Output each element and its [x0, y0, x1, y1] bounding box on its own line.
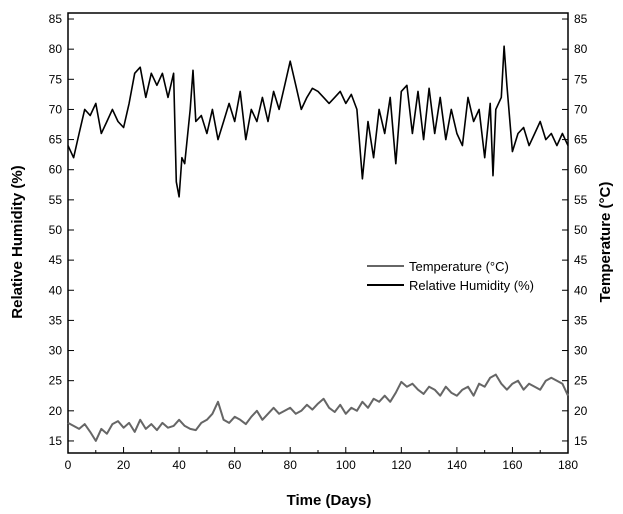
left-y-tick-label: 50	[49, 223, 63, 237]
left-y-tick-label: 80	[49, 42, 63, 56]
left-y-tick-label: 40	[49, 283, 63, 297]
right-y-tick-label: 15	[574, 434, 588, 448]
right-y-tick-label: 65	[574, 133, 588, 147]
right-y-tick-label: 70	[574, 102, 588, 116]
left-y-axis-ticks: 15 20 25 30 35 40 45 50 55 60 65 70 75 80 85	[49, 12, 74, 448]
series-line-humidity	[67, 45, 569, 198]
x-tick-label: 60	[228, 458, 242, 472]
right-y-tick-label: 25	[574, 374, 588, 388]
left-y-tick-label: 30	[49, 344, 63, 358]
x-tick-label: 140	[447, 458, 467, 472]
left-y-tick-label: 45	[49, 253, 63, 267]
series-layer	[67, 45, 569, 442]
right-y-tick-label: 20	[574, 404, 588, 418]
left-y-tick-label: 35	[49, 313, 63, 327]
left-y-tick-label: 85	[49, 12, 63, 26]
legend-label-humidity: Relative Humidity (%)	[409, 278, 534, 293]
left-y-tick-label: 55	[49, 193, 63, 207]
right-y-tick-label: 85	[574, 12, 588, 26]
right-y-tick-label: 40	[574, 283, 588, 297]
right-y-axis-title: Temperature (°C)	[597, 182, 614, 303]
right-y-tick-label: 55	[574, 193, 588, 207]
x-tick-label: 80	[284, 458, 298, 472]
left-y-tick-label: 25	[49, 374, 63, 388]
x-tick-label: 180	[558, 458, 578, 472]
left-y-tick-label: 20	[49, 404, 63, 418]
left-y-axis-title: Relative Humidity (%)	[9, 165, 26, 318]
right-y-tick-label: 75	[574, 72, 588, 86]
legend-label-temperature: Temperature (°C)	[409, 259, 509, 274]
right-y-tick-label: 45	[574, 253, 588, 267]
left-y-tick-label: 15	[49, 434, 63, 448]
left-y-tick-label: 75	[49, 72, 63, 86]
right-y-tick-label: 80	[574, 42, 588, 56]
legend: Temperature (°C) Relative Humidity (%)	[367, 259, 534, 293]
left-y-tick-label: 65	[49, 133, 63, 147]
x-tick-label: 20	[117, 458, 131, 472]
x-tick-label: 40	[172, 458, 186, 472]
right-y-tick-label: 35	[574, 313, 588, 327]
left-y-tick-label: 70	[49, 102, 63, 116]
right-y-tick-label: 50	[574, 223, 588, 237]
right-y-tick-label: 30	[574, 344, 588, 358]
series-line-temperature	[67, 373, 569, 442]
x-tick-label: 100	[336, 458, 356, 472]
left-y-tick-label: 60	[49, 163, 63, 177]
right-y-tick-label: 60	[574, 163, 588, 177]
x-tick-label: 160	[502, 458, 522, 472]
x-tick-label: 0	[65, 458, 72, 472]
right-y-axis-ticks: 15 20 25 30 35 40 45 50 55 60 65 70 75 80 85	[562, 12, 588, 448]
x-axis-ticks: 0 20 40 60 80 100 120 140 160 180	[65, 447, 578, 472]
x-tick-label: 120	[391, 458, 411, 472]
x-axis-title: Time (Days)	[287, 492, 372, 509]
